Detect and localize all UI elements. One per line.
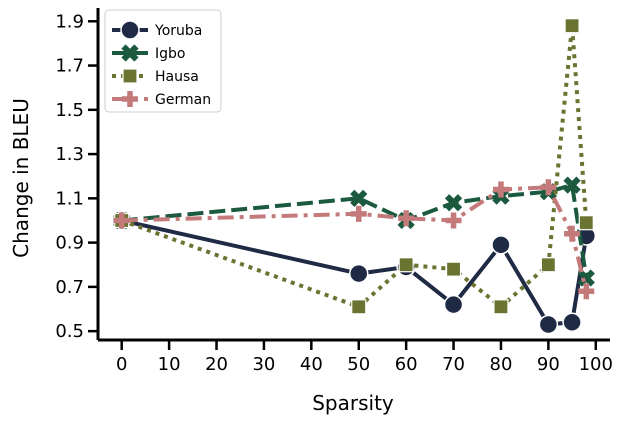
data-point-igbo — [563, 176, 581, 194]
data-point-german — [350, 205, 367, 222]
legend-marker-yoruba — [120, 20, 140, 40]
data-point-hausa — [398, 257, 414, 273]
y-tick-label: 0.7 — [55, 277, 84, 298]
legend-label-german: German — [155, 92, 211, 108]
legend-label-hausa: Hausa — [155, 69, 199, 85]
data-point-hausa — [493, 299, 509, 315]
y-tick-label: 0.5 — [55, 321, 84, 342]
data-point-german — [540, 179, 557, 196]
data-point-yoruba — [348, 263, 369, 284]
legend-marker-igbo — [121, 44, 139, 62]
y-tick-label: 0.9 — [55, 233, 84, 254]
x-tick-label: 0 — [116, 354, 127, 375]
data-point-hausa — [564, 18, 580, 34]
data-point-hausa — [540, 257, 556, 273]
series-line-german — [121, 185, 589, 292]
data-point-yoruba — [538, 314, 559, 335]
x-axis-label: Sparsity — [312, 391, 394, 415]
data-point-german — [492, 181, 509, 198]
data-point-hausa — [578, 215, 594, 231]
data-point-yoruba — [562, 312, 582, 333]
legend-label-yoruba: Yoruba — [154, 23, 202, 39]
legend: Yoruba Igbo Hausa German — [104, 9, 222, 113]
data-point-yoruba — [491, 235, 511, 255]
legend-marker-hausa — [122, 68, 138, 84]
x-tick-label: 10 — [158, 354, 181, 375]
data-point-german — [445, 212, 462, 229]
series-german — [113, 179, 595, 300]
data-point-german — [113, 212, 130, 229]
x-tick-label: 70 — [442, 354, 465, 375]
y-tick-label: 1.5 — [55, 100, 84, 121]
data-point-german — [398, 210, 415, 227]
series-yoruba — [111, 210, 597, 335]
data-point-igbo — [577, 269, 595, 287]
x-tick-label: 30 — [252, 354, 275, 375]
x-tick-label: 50 — [347, 354, 370, 375]
data-point-hausa — [445, 261, 462, 277]
data-point-german — [578, 283, 595, 300]
y-tick-label: 1.3 — [55, 144, 84, 165]
series-hausa — [114, 18, 594, 315]
data-point-hausa — [351, 299, 367, 315]
y-tick-label: 1.1 — [55, 188, 84, 209]
x-tick-label: 80 — [490, 354, 513, 375]
data-point-yoruba — [443, 294, 464, 315]
series-line-hausa — [121, 23, 589, 309]
x-tick-label: 20 — [205, 354, 228, 375]
series-group — [111, 18, 597, 335]
y-tick-label: 1.9 — [55, 11, 84, 32]
x-tick-label: 100 — [579, 354, 613, 375]
x-tick-label: 40 — [300, 354, 323, 375]
legend-marker-german — [122, 91, 138, 107]
data-point-igbo — [444, 194, 463, 212]
x-tick-label: 60 — [395, 354, 418, 375]
y-tick-label: 1.7 — [55, 56, 84, 77]
data-point-igbo — [350, 189, 368, 207]
y-axis-label: Change in BLEU — [9, 98, 33, 258]
x-tick-label: 90 — [537, 354, 560, 375]
legend-label-igbo: Igbo — [155, 46, 185, 62]
data-point-german — [564, 225, 581, 242]
axes: 0 10 20 30 40 50 60 70 80 90 100 0.5 0.7 0.9 1.1 1.3 1.5… — [55, 8, 613, 375]
